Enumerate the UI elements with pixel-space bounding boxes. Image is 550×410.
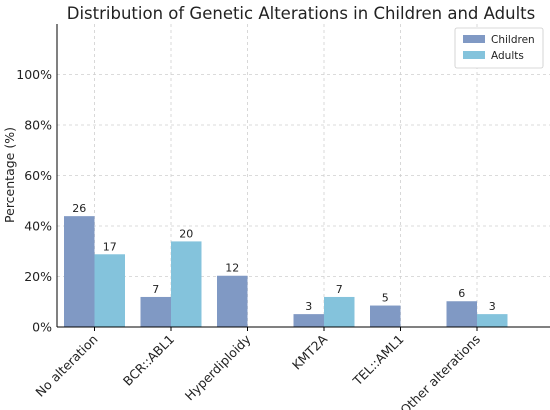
x-tick-label: KMT2A (289, 331, 330, 372)
bars (64, 216, 508, 327)
bar-children (64, 216, 95, 327)
y-tick-label: 80% (24, 118, 52, 133)
y-tick-label: 60% (24, 168, 52, 183)
bar-children (140, 296, 171, 327)
x-tick-label: BCR::ABL1 (120, 332, 177, 389)
x-tick-label: TEL::AML1 (349, 332, 406, 389)
chart-title: Distribution of Genetic Alterations in C… (67, 4, 535, 23)
x-tick-label: Other alterations (397, 332, 483, 410)
y-ticks: 0% 20% 40% 60% 80% 100% (16, 67, 52, 335)
y-axis-label: Percentage (%) (2, 127, 17, 223)
bar-adults (324, 296, 355, 327)
bar-children (446, 301, 477, 327)
x-ticks: No alteration BCR::ABL1 Hyperdiploidy KMT2A… (32, 327, 483, 410)
y-tick-label: 20% (24, 269, 52, 284)
x-tick-label: No alteration (32, 332, 100, 400)
bar-adults (94, 254, 125, 327)
y-tick-label: 40% (24, 219, 52, 234)
legend-swatch (463, 35, 485, 43)
data-labels: 26 7 12 3 5 6 17 20 7 3 (72, 202, 496, 313)
data-label: 6 (458, 287, 465, 300)
data-label: 7 (336, 283, 343, 296)
legend-swatch (463, 51, 485, 59)
x-tick-label: Hyperdiploidy (182, 331, 254, 403)
legend-label: Children (491, 34, 535, 46)
bar-children (293, 314, 324, 327)
data-label: 20 (179, 227, 193, 240)
axes (56, 24, 550, 328)
gridlines (57, 24, 550, 327)
data-label: 3 (489, 300, 496, 313)
data-label: 12 (225, 262, 239, 275)
y-tick-label: 0% (32, 320, 52, 335)
bar-children (217, 275, 248, 327)
y-tick-label: 100% (16, 67, 52, 82)
data-label: 17 (103, 240, 117, 253)
legend-label: Adults (491, 50, 524, 62)
bar-children (370, 305, 401, 327)
data-label: 7 (152, 283, 159, 296)
data-label: 26 (72, 202, 86, 215)
bar-adults (171, 241, 202, 327)
data-label: 5 (382, 292, 389, 305)
data-label: 3 (305, 300, 312, 313)
bar-adults (477, 314, 508, 327)
legend: Children Adults (454, 27, 544, 69)
